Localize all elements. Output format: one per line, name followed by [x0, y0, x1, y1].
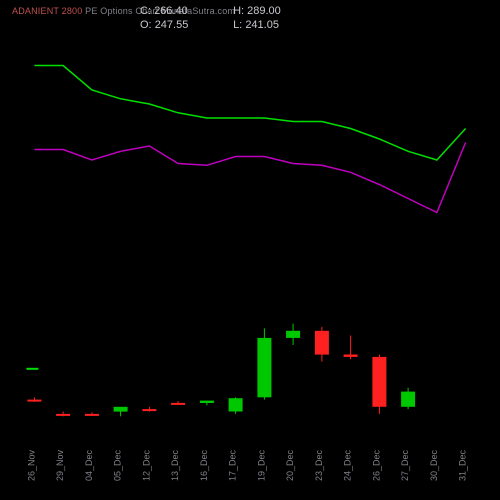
- x-tick-label: 31_Dec: [458, 450, 468, 482]
- x-tick-label: 23_Dec: [314, 450, 324, 482]
- candle-body: [344, 355, 358, 357]
- marker-dash: [26, 368, 38, 370]
- candle-body: [27, 400, 41, 402]
- x-tick-label: 17_Dec: [228, 450, 238, 482]
- chart-container: { "title": { "symbol": "ADANIENT 2800", …: [0, 0, 500, 500]
- x-tick-label: 26_Dec: [371, 450, 381, 482]
- candle-body: [200, 401, 214, 403]
- plot-svg: 26_Nov 29_Nov 04_Dec 05_Dec 12_Dec 13_Dec 16_D…: [0, 0, 500, 500]
- x-tick-label: 24_Dec: [343, 450, 353, 482]
- x-tick-label: 13_Dec: [170, 450, 180, 482]
- candle-body: [372, 357, 386, 407]
- candle-body: [286, 331, 300, 338]
- x-tick-label: 29_Nov: [55, 450, 65, 482]
- x-tick-label: 12_Dec: [141, 450, 151, 482]
- x-tick-label: 27_Dec: [400, 450, 410, 482]
- x-tick-label: 05_Dec: [113, 450, 123, 482]
- x-tick-label: 20_Dec: [285, 450, 295, 482]
- candle-body: [85, 414, 99, 416]
- marker-layer: [26, 368, 38, 370]
- candle-body: [401, 392, 415, 407]
- x-tick-label: 04_Dec: [84, 450, 94, 482]
- x-tick-label: 19_Dec: [256, 450, 266, 482]
- band-line: [34, 143, 465, 213]
- x-tick-label: 26_Nov: [26, 450, 36, 482]
- band-line: [34, 66, 465, 161]
- x-tick-label: 16_Dec: [199, 450, 209, 482]
- candle-body: [142, 409, 156, 411]
- candle-body: [315, 331, 329, 355]
- candles-layer: [27, 324, 415, 417]
- candle-body: [171, 403, 185, 405]
- band-lines-layer: [34, 66, 465, 213]
- candle-body: [257, 338, 271, 397]
- x-tick-label: 30_Dec: [429, 450, 439, 482]
- candle-body: [114, 407, 128, 412]
- candle-body: [56, 414, 70, 416]
- candle-body: [229, 398, 243, 411]
- x-axis-layer: 26_Nov 29_Nov 04_Dec 05_Dec 12_Dec 13_Dec 16_D…: [26, 450, 467, 482]
